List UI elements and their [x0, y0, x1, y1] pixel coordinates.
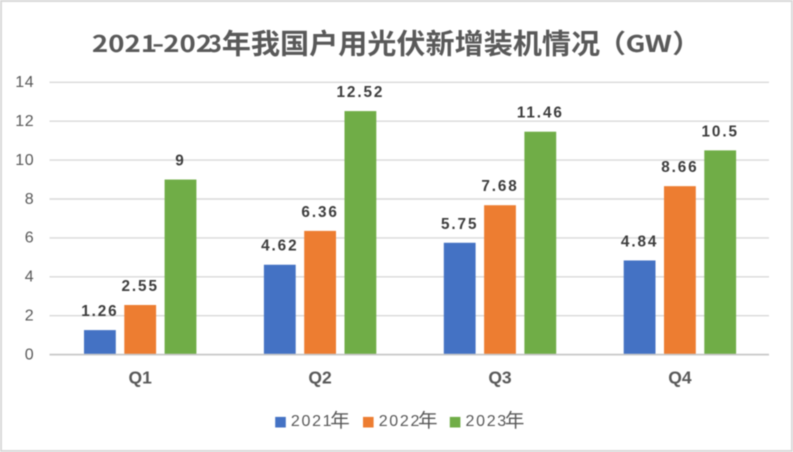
- svg-text:Q3: Q3: [488, 368, 512, 388]
- svg-text:2021: 2021: [291, 413, 333, 430]
- svg-text:2: 2: [25, 308, 35, 325]
- svg-text:8.66: 8.66: [661, 159, 698, 176]
- svg-text:12.52: 12.52: [337, 84, 385, 101]
- svg-text:5.75: 5.75: [441, 216, 478, 233]
- svg-text:6: 6: [25, 230, 35, 247]
- svg-text:11.46: 11.46: [517, 105, 564, 122]
- svg-text:4.84: 4.84: [621, 234, 658, 251]
- svg-text:4: 4: [25, 269, 35, 286]
- svg-text:12: 12: [15, 113, 34, 130]
- svg-text:10.5: 10.5: [702, 123, 739, 140]
- svg-text:6.36: 6.36: [301, 204, 338, 221]
- svg-text:2023: 2023: [466, 413, 508, 430]
- svg-text:Q2: Q2: [308, 368, 332, 388]
- svg-text:2022: 2022: [379, 413, 421, 430]
- svg-text:2.55: 2.55: [122, 278, 159, 295]
- svg-text:8: 8: [25, 191, 35, 208]
- svg-text:10: 10: [15, 152, 34, 169]
- svg-text:Q4: Q4: [668, 368, 692, 388]
- svg-text:Q1: Q1: [129, 368, 153, 388]
- svg-text:4.62: 4.62: [261, 238, 298, 255]
- svg-text:14: 14: [15, 74, 34, 91]
- svg-text:9: 9: [175, 153, 185, 170]
- svg-text:1.26: 1.26: [81, 303, 118, 320]
- svg-text:0: 0: [25, 346, 35, 363]
- svg-text:7.68: 7.68: [481, 178, 518, 195]
